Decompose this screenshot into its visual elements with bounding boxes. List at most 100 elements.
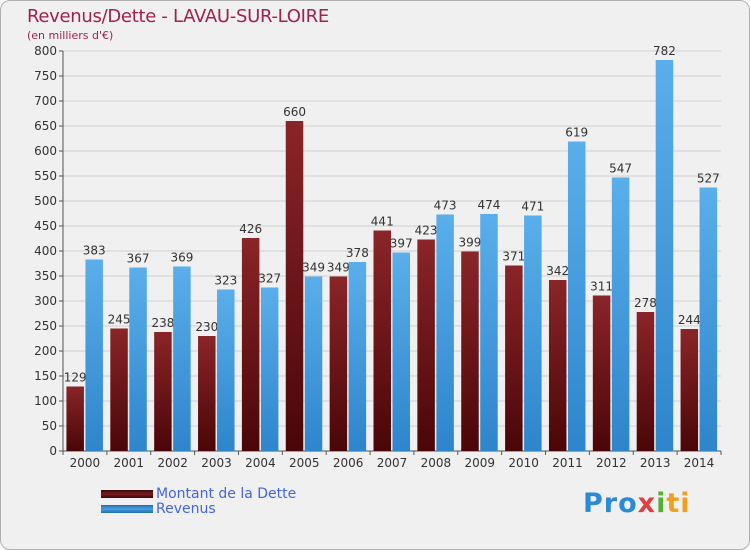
y-tick-label: 50	[42, 419, 57, 433]
x-tick-label: 2009	[464, 456, 495, 470]
bar-revenue	[348, 262, 367, 451]
bar-debt	[154, 332, 172, 451]
x-tick-label: 2013	[640, 456, 671, 470]
y-tick-label: 250	[34, 319, 57, 333]
y-tick-label: 600	[34, 144, 57, 158]
data-label: 397	[390, 237, 413, 251]
x-tick-label: 2014	[684, 456, 715, 470]
legend-label-debt: Montant de la Dette	[156, 486, 297, 502]
data-label: 399	[459, 236, 482, 250]
bar-debt	[329, 276, 348, 451]
bar-debt	[636, 312, 655, 451]
y-tick-label: 700	[34, 94, 57, 108]
x-tick-label: 2000	[70, 456, 101, 470]
bar-debt	[680, 329, 699, 451]
bar-revenue	[655, 60, 674, 451]
y-tick-label: 550	[34, 169, 57, 183]
y-tick-label: 500	[34, 194, 57, 208]
y-tick-label: 750	[34, 69, 57, 83]
x-tick-label: 2010	[508, 456, 539, 470]
y-tick-label: 800	[34, 44, 57, 58]
bar-revenue	[699, 187, 718, 451]
data-label: 378	[346, 246, 369, 260]
bar-debt	[461, 251, 479, 451]
data-label: 619	[565, 126, 588, 140]
y-tick-label: 300	[34, 294, 57, 308]
legend-swatch-debt	[101, 490, 153, 498]
bar-revenue	[304, 276, 323, 451]
data-label: 383	[83, 244, 106, 258]
bar-revenue	[173, 266, 191, 451]
data-label: 473	[434, 199, 457, 213]
data-label: 782	[653, 44, 676, 58]
data-label: 423	[415, 224, 438, 238]
data-label: 527	[697, 172, 720, 186]
bar-debt	[548, 280, 567, 451]
bar-debt	[66, 386, 84, 451]
data-label: 323	[214, 274, 237, 288]
data-label: 349	[327, 261, 350, 275]
chart-title: Revenus/Dette - LAVAU-SUR-LOIRE	[27, 6, 329, 27]
data-label: 129	[64, 371, 87, 385]
x-tick-label: 2001	[114, 456, 145, 470]
data-label: 367	[127, 252, 150, 266]
data-label: 371	[502, 250, 525, 264]
x-tick-label: 2012	[596, 456, 627, 470]
data-label: 471	[521, 200, 544, 214]
bar-debt	[285, 121, 304, 451]
data-label: 327	[258, 272, 281, 286]
bar-revenue	[567, 141, 586, 451]
y-tick-label: 350	[34, 269, 57, 283]
bar-debt	[505, 265, 523, 451]
data-label: 349	[302, 261, 325, 275]
y-tick-label: 400	[34, 244, 57, 258]
data-label: 238	[151, 316, 174, 330]
bar-revenue	[260, 287, 279, 451]
x-tick-label: 2011	[552, 456, 583, 470]
data-label: 230	[195, 320, 218, 334]
x-tick-label: 2006	[333, 456, 364, 470]
data-label: 342	[546, 264, 569, 278]
data-label: 426	[239, 222, 262, 236]
y-tick-label: 0	[49, 444, 57, 458]
y-tick-label: 100	[34, 394, 57, 408]
x-tick-label: 2004	[245, 456, 276, 470]
legend-label-revenue: Revenus	[156, 501, 216, 517]
data-label: 474	[478, 198, 501, 212]
x-tick-label: 2003	[201, 456, 232, 470]
legend-swatch-revenue	[101, 505, 153, 513]
bar-revenue	[611, 177, 630, 451]
data-label: 547	[609, 162, 632, 176]
bar-revenue	[436, 214, 454, 451]
bar-revenue	[217, 289, 235, 451]
bar-debt	[198, 336, 216, 451]
bar-revenue	[85, 259, 103, 451]
bar-revenue	[392, 252, 410, 451]
y-tick-label: 650	[34, 119, 57, 133]
bar-debt	[373, 230, 391, 451]
data-label: 311	[590, 280, 613, 294]
data-label: 244	[678, 313, 701, 327]
x-tick-label: 2008	[421, 456, 452, 470]
x-tick-label: 2002	[157, 456, 188, 470]
data-label: 441	[371, 215, 394, 229]
bar-revenue	[524, 215, 542, 451]
bar-revenue	[129, 267, 147, 451]
data-label: 369	[170, 251, 193, 265]
y-tick-label: 150	[34, 369, 57, 383]
bar-revenue	[480, 214, 498, 451]
bar-debt	[417, 239, 435, 451]
x-tick-label: 2007	[377, 456, 408, 470]
bar-debt	[592, 295, 611, 451]
data-label: 245	[108, 313, 131, 327]
data-label: 278	[634, 296, 657, 310]
data-label: 660	[283, 105, 306, 119]
x-tick-label: 2005	[289, 456, 320, 470]
proxiti-logo: Proxiti	[583, 488, 691, 519]
chart-subtitle: (en milliers d'€)	[27, 29, 114, 42]
y-tick-label: 200	[34, 344, 57, 358]
bar-debt	[241, 238, 260, 451]
y-tick-label: 450	[34, 219, 57, 233]
